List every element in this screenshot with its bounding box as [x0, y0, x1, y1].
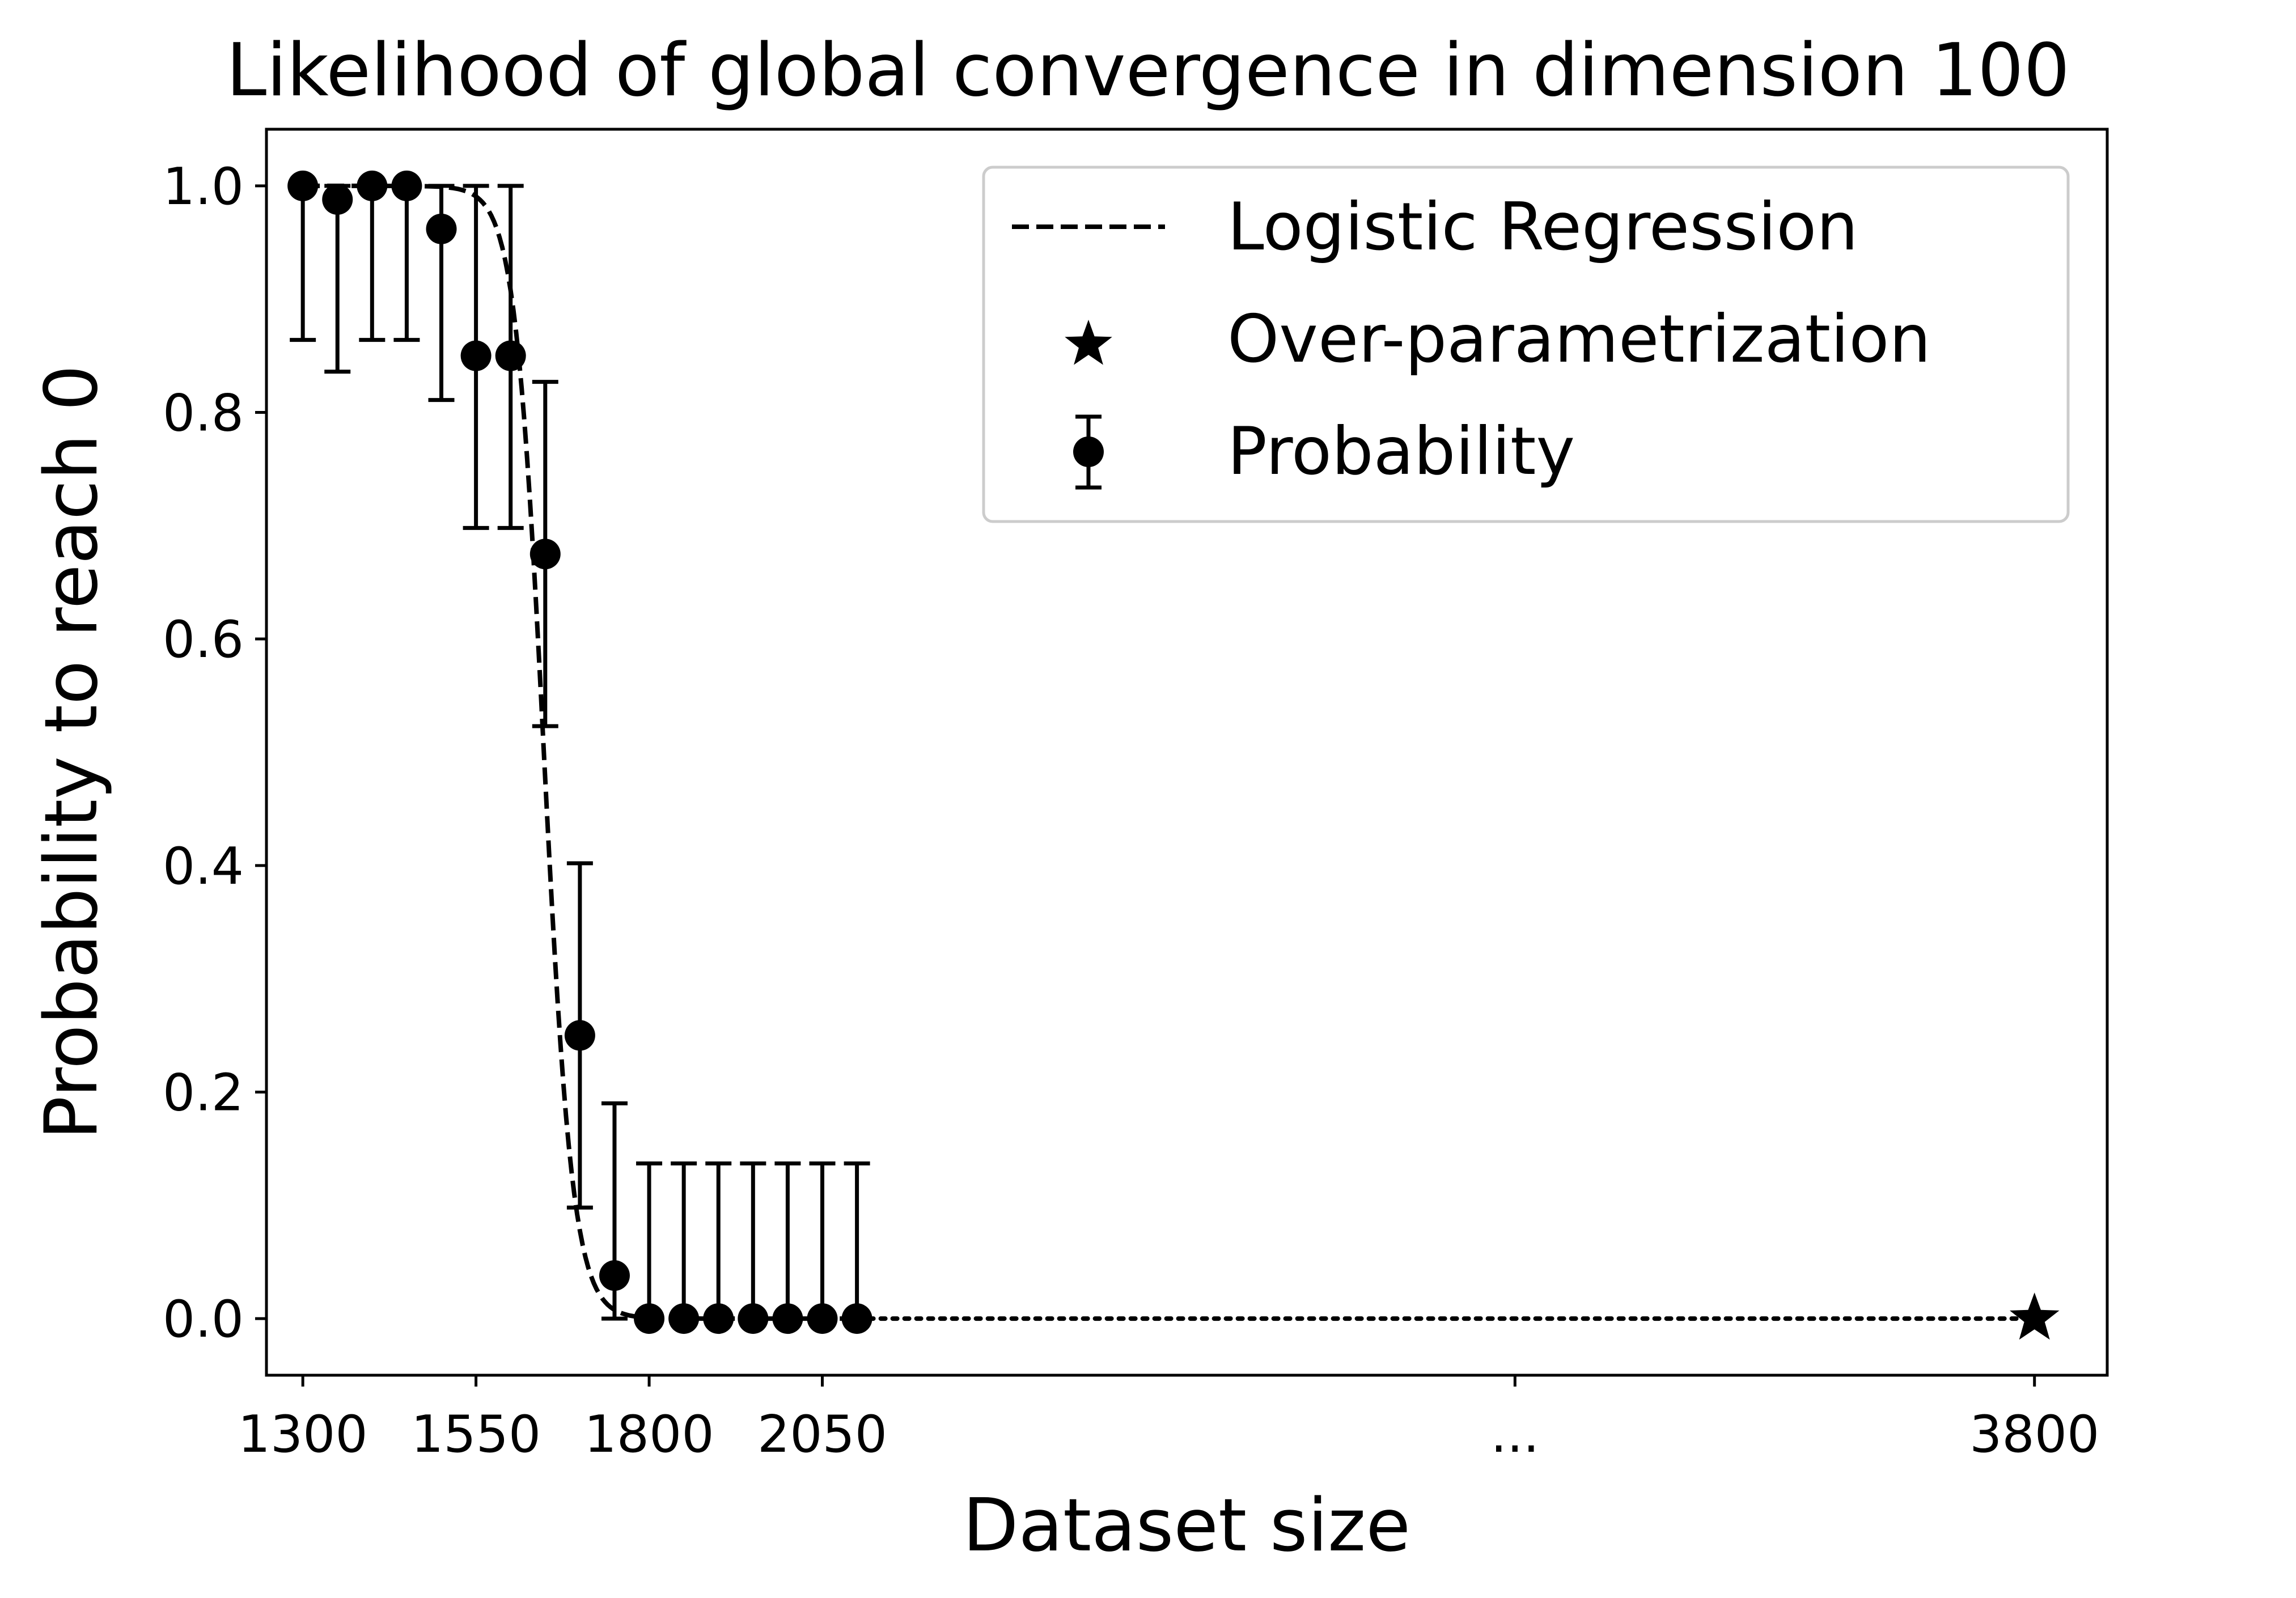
- x-tick-label-0: 1300: [238, 1405, 368, 1464]
- y-axis: 0.0 0.2 0.4 0.6 0.8 1.0: [163, 157, 266, 1349]
- probability-point-4: [426, 213, 457, 244]
- y-axis-label: Probability to reach 0: [29, 364, 114, 1139]
- legend-label-logistic-regression: Logistic Regression: [1227, 189, 1858, 265]
- probability-point-9: [599, 1260, 630, 1291]
- probability-point-7: [529, 539, 561, 570]
- y-tick-label-0: 0.0: [163, 1290, 244, 1349]
- probability-point-14: [772, 1303, 803, 1334]
- logistic-regression-line: [303, 183, 857, 1321]
- legend-swatch-probability: [1073, 414, 1104, 490]
- plot-area: [287, 170, 2060, 1340]
- probability-point-13: [738, 1303, 769, 1334]
- x-tick-label-1: 1550: [411, 1405, 541, 1464]
- probability-point-16: [841, 1303, 872, 1334]
- legend-label-probability: Probability: [1227, 413, 1575, 490]
- legend-box: [982, 166, 2070, 523]
- x-tick-label-5: 3800: [1969, 1405, 2099, 1464]
- chart-title: Likelihood of global convergence in dime…: [226, 28, 2070, 113]
- legend-label-over-parametrization: Over-parametrization: [1227, 301, 1931, 378]
- legend: Logistic Regression Over-parametrization…: [982, 166, 2070, 523]
- x-axis-label: Dataset size: [963, 1483, 1410, 1568]
- legend-swatch-over-parametrization: [1065, 320, 1112, 365]
- probability-point-1: [322, 184, 353, 215]
- over-parametrization-star-0: [2010, 1292, 2060, 1340]
- probability-point-2: [357, 170, 388, 201]
- probability-point-5: [460, 340, 492, 371]
- x-tick-label-2: 1800: [584, 1405, 714, 1464]
- probability-point-15: [807, 1303, 838, 1334]
- probability-point-12: [703, 1303, 734, 1334]
- y-tick-label-3: 0.6: [163, 610, 244, 669]
- x-axis: 1300 1550 1800 2050... 3800: [238, 1375, 2099, 1464]
- x-tick-label-3: 2050: [757, 1405, 887, 1464]
- y-tick-label-1: 0.2: [163, 1063, 244, 1122]
- probability-point-6: [495, 340, 526, 371]
- x-tick-label-4: ...: [1490, 1405, 1539, 1464]
- probability-point-11: [668, 1303, 700, 1334]
- probability-point-3: [391, 170, 422, 201]
- y-tick-label-5: 1.0: [163, 157, 244, 217]
- probability-point-0: [287, 170, 319, 201]
- probability-point-10: [634, 1303, 665, 1334]
- y-tick-label-2: 0.4: [163, 837, 244, 896]
- y-tick-label-4: 0.8: [163, 384, 244, 443]
- axes-frame: [265, 128, 2109, 1377]
- probability-point-8: [564, 1020, 595, 1051]
